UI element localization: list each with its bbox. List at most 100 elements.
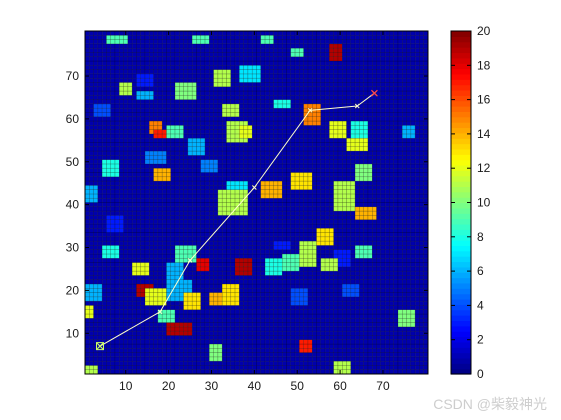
heatmap-cell: [157, 296, 163, 302]
heatmap-cell: [183, 193, 189, 199]
heatmap-cell: [209, 227, 214, 233]
heatmap-cell: [311, 296, 317, 302]
heatmap-cell: [187, 176, 193, 182]
heatmap-cell: [140, 116, 146, 122]
heatmap-cell: [286, 270, 292, 276]
heatmap-cell: [354, 176, 360, 182]
heatmap-cell: [221, 146, 227, 152]
heatmap-cell: [389, 142, 394, 148]
heatmap-cell: [359, 339, 364, 345]
heatmap-cell: [101, 189, 107, 195]
heatmap-cell: [389, 155, 394, 160]
heatmap-cell: [406, 369, 412, 375]
heatmap-cell: [277, 270, 283, 276]
heatmap-cell: [191, 146, 197, 152]
heatmap-cell: [226, 253, 232, 259]
heatmap-cell: [234, 129, 240, 135]
heatmap-cell: [127, 309, 133, 315]
heatmap-cell: [307, 288, 313, 293]
heatmap-cell: [414, 365, 420, 370]
heatmap-cell: [260, 146, 266, 152]
heatmap-cell: [174, 163, 180, 169]
heatmap-cell: [286, 322, 292, 328]
heatmap-cell: [389, 129, 394, 135]
heatmap-cell: [140, 266, 146, 272]
heatmap-cell: [187, 193, 193, 199]
heatmap-cell: [324, 245, 330, 250]
heatmap-cell: [174, 253, 180, 259]
heatmap-cell: [251, 129, 257, 135]
heatmap-cell: [359, 167, 364, 173]
heatmap-cell: [179, 116, 184, 122]
heatmap-cell: [213, 107, 219, 113]
heatmap-cell: [166, 185, 172, 190]
heatmap-cell: [264, 232, 270, 238]
heatmap-cell: [196, 253, 202, 259]
heatmap-cell: [140, 163, 146, 169]
heatmap-cell: [380, 137, 386, 143]
heatmap-cell: [286, 232, 292, 238]
heatmap-cell: [221, 262, 227, 268]
heatmap-cell: [256, 232, 262, 238]
heatmap-cell: [384, 369, 390, 375]
heatmap-cell: [217, 322, 223, 328]
heatmap-cell: [264, 266, 270, 272]
heatmap-cell: [243, 322, 249, 328]
heatmap-cell: [149, 279, 154, 285]
heatmap-cell: [170, 365, 176, 370]
heatmap-cell: [350, 197, 356, 203]
heatmap-cell: [157, 155, 163, 160]
heatmap-cell: [234, 219, 240, 225]
heatmap-cell: [131, 129, 137, 135]
heatmap-cell: [131, 343, 137, 349]
heatmap-cell: [89, 172, 94, 178]
heatmap-cell: [217, 257, 223, 263]
heatmap-cell: [140, 352, 146, 358]
heatmap-cell: [149, 322, 154, 328]
heatmap-cell: [174, 369, 180, 375]
heatmap-cell: [380, 279, 386, 285]
heatmap-cell: [131, 176, 137, 182]
heatmap-cell: [226, 309, 232, 315]
heatmap-cell: [384, 193, 390, 199]
heatmap-cell: [187, 253, 193, 259]
heatmap-cell: [307, 240, 313, 246]
heatmap-cell: [209, 266, 214, 272]
heatmap-cell: [419, 120, 424, 126]
heatmap-cell: [230, 167, 236, 173]
heatmap-cell: [354, 227, 360, 233]
heatmap-cell: [239, 112, 244, 117]
heatmap-cell: [316, 193, 322, 199]
heatmap-cell: [101, 253, 107, 259]
heatmap-cell: [277, 227, 283, 233]
heatmap-cell: [221, 296, 227, 302]
heatmap-cell: [294, 155, 300, 160]
heatmap-cell: [93, 283, 99, 289]
heatmap-cell: [406, 176, 412, 182]
heatmap-cell: [397, 163, 403, 169]
heatmap-cell: [277, 360, 283, 366]
heatmap-cell: [376, 240, 382, 246]
heatmap-cell: [93, 275, 99, 280]
heatmap-cell: [389, 266, 394, 272]
heatmap-cell: [84, 129, 90, 135]
heatmap-cell: [410, 339, 416, 345]
heatmap-cell: [389, 197, 394, 203]
heatmap-cell: [153, 189, 159, 195]
heatmap-cell: [204, 253, 210, 259]
heatmap-cell: [247, 343, 253, 349]
heatmap-cell: [380, 197, 386, 203]
heatmap-cell: [170, 120, 176, 126]
heatmap-cell: [234, 288, 240, 293]
heatmap-cell: [101, 257, 107, 263]
heatmap-cell: [230, 275, 236, 280]
heatmap-cell: [144, 142, 150, 148]
heatmap-cell: [329, 326, 334, 332]
heatmap-cell: [239, 176, 244, 182]
heatmap-cell: [234, 240, 240, 246]
heatmap-cell: [200, 309, 206, 315]
heatmap-cell: [226, 305, 232, 310]
heatmap-cell: [277, 322, 283, 328]
heatmap-cell: [166, 172, 172, 178]
heatmap-cell: [320, 356, 326, 362]
